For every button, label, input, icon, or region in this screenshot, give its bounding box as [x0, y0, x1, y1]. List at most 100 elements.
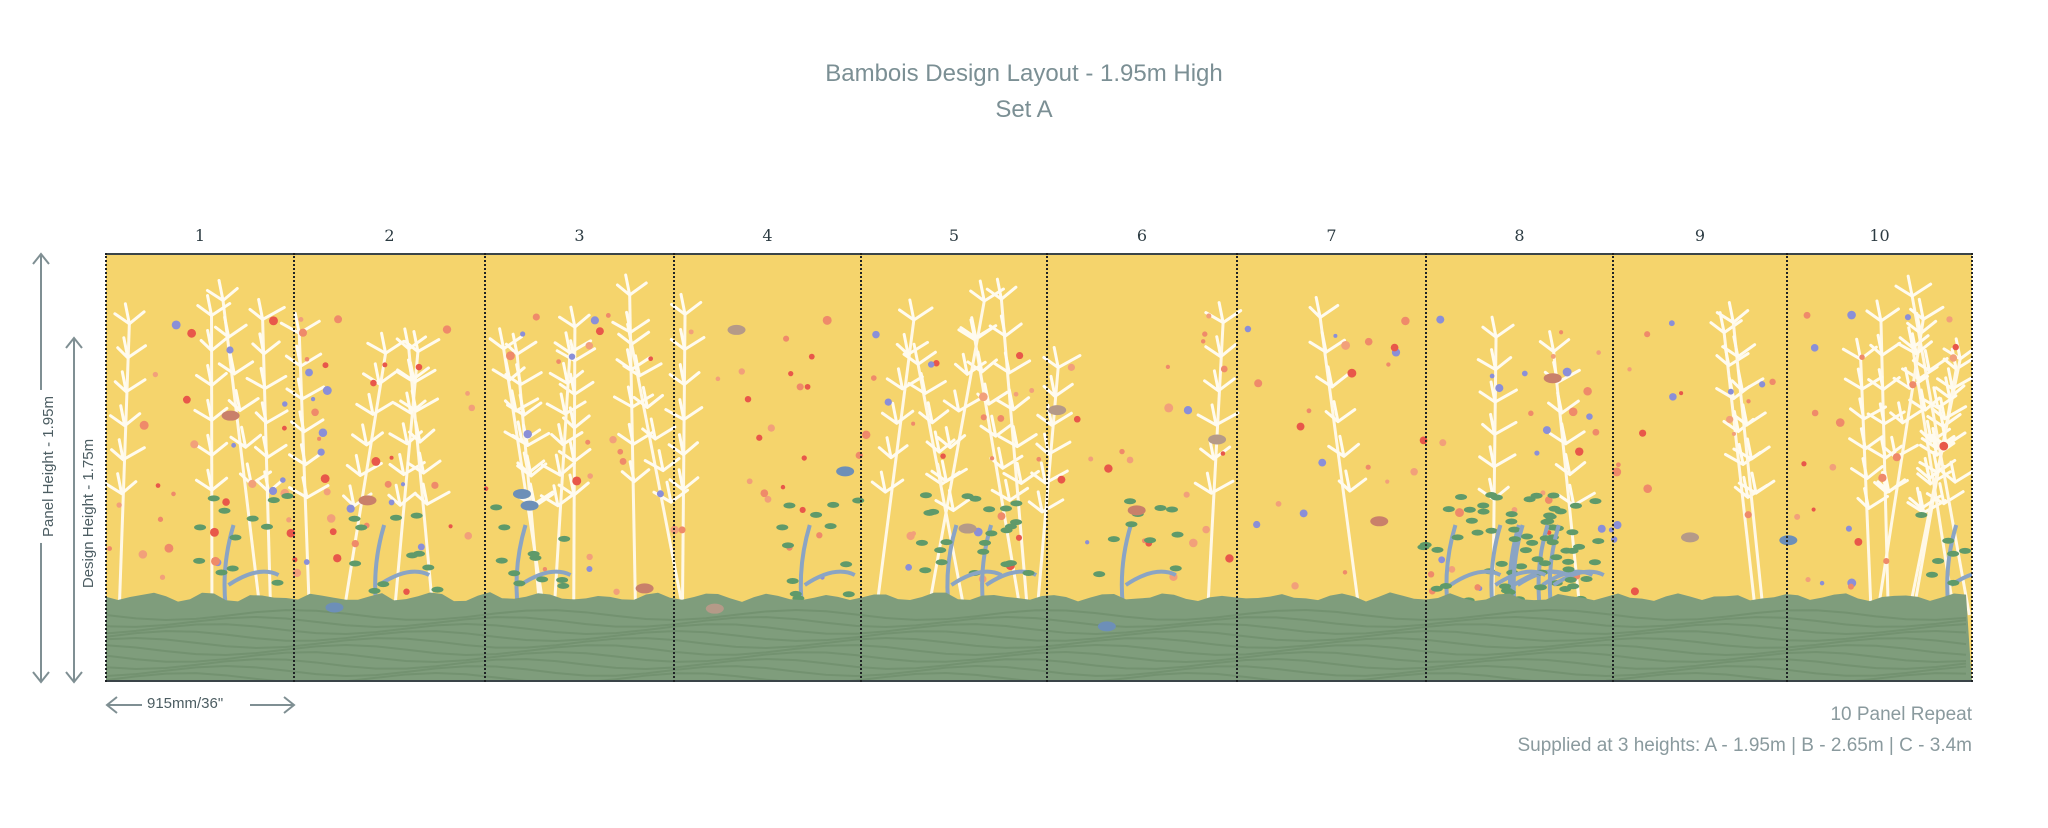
blossom [1909, 381, 1917, 389]
panel-number: 8 [1514, 226, 1525, 245]
shrub-leaf [410, 512, 423, 519]
bird [1208, 434, 1227, 445]
shrub-leaf [1562, 558, 1575, 565]
blossom [298, 317, 304, 322]
blossom [116, 502, 122, 508]
blossom [1627, 367, 1632, 372]
blossom [1854, 537, 1863, 546]
shrub-leaf [983, 506, 996, 513]
panel-divider [1612, 253, 1614, 682]
blossom [648, 356, 654, 362]
bamboo-leaves [907, 372, 947, 396]
bamboo-leaves [217, 352, 255, 376]
blossom [465, 391, 470, 396]
shrub-leaf [1566, 529, 1579, 536]
bamboo-stalk [407, 348, 435, 616]
blossom [872, 330, 880, 339]
bamboo-leaves [953, 352, 987, 376]
blossom [911, 531, 917, 536]
shrub-leaf [1169, 565, 1182, 572]
shrub-leaf [1430, 585, 1443, 592]
shrub-leaf [1515, 563, 1528, 570]
blossom [1385, 479, 1390, 484]
blossom [738, 368, 745, 375]
blossom [171, 320, 181, 330]
bamboo-leaves [885, 367, 924, 391]
bamboo-leaves [668, 363, 701, 387]
blossom [1244, 325, 1252, 333]
blossom [783, 335, 790, 342]
blossom [107, 546, 112, 552]
blossom [384, 480, 392, 488]
blossom [884, 398, 892, 406]
shrub-leaf [1455, 493, 1468, 500]
blossom [1939, 441, 1949, 451]
bamboo-leaves [355, 392, 395, 416]
blossom [796, 383, 804, 391]
bird [1543, 373, 1562, 384]
blossom [1164, 403, 1174, 413]
shrub-leaf [194, 524, 207, 531]
shrub-leaf [915, 539, 928, 546]
shrub-leaf [1144, 537, 1157, 544]
bamboo-leaves [1919, 386, 1958, 410]
panel-number: 2 [384, 226, 395, 245]
bamboo-leaves [942, 389, 982, 413]
blossom [1119, 448, 1125, 455]
bamboo-leaves [1476, 348, 1513, 372]
blossom [1550, 353, 1556, 359]
blossom [586, 553, 593, 561]
bamboo-leaves [504, 363, 543, 387]
shrub-leaf [1107, 536, 1120, 543]
blossom [1805, 577, 1811, 583]
blossom [322, 386, 332, 395]
blossom [1859, 354, 1865, 360]
blossom [1679, 391, 1684, 396]
blossom [1254, 379, 1263, 388]
blossom [1206, 313, 1212, 319]
mural-illustration [106, 253, 1972, 682]
blossom [1448, 566, 1456, 573]
blossom [1333, 333, 1338, 338]
bamboo-leaves [992, 351, 1032, 375]
blossom [1883, 558, 1890, 565]
blossom [388, 499, 395, 506]
blossom [997, 414, 1005, 422]
blossom [767, 424, 775, 432]
shrub-leaf [1477, 508, 1490, 515]
blossom [911, 421, 916, 426]
bamboo-leaves [1936, 367, 1972, 391]
blossom [317, 436, 322, 441]
mural-artwork [106, 255, 1972, 680]
blossom [370, 379, 377, 387]
panel-divider [1425, 253, 1427, 682]
blossom [1489, 373, 1495, 379]
blossom [1438, 556, 1446, 564]
shrub-leaf [1495, 560, 1508, 567]
panel-divider [673, 253, 675, 682]
blossom [940, 453, 946, 459]
blossom [1892, 453, 1901, 462]
blossom [159, 574, 166, 580]
bamboo-leaves [997, 425, 1038, 449]
bamboo-leaves [506, 393, 543, 417]
panel-height-label: Panel Height - 1.95m [39, 390, 57, 543]
blossom [1643, 484, 1652, 493]
blossom [1949, 354, 1958, 362]
panel-number: 7 [1326, 226, 1337, 245]
blossom [746, 478, 753, 485]
bird [1779, 535, 1798, 546]
blossom [572, 476, 582, 486]
shrub-leaf [422, 564, 435, 571]
blossom [1669, 393, 1677, 401]
blossom [1341, 341, 1351, 350]
blossom [585, 439, 591, 445]
bamboo-leaves [1732, 437, 1771, 461]
panel-divider [860, 253, 862, 682]
shrub-leaf [193, 557, 206, 564]
shrub-leaf [985, 530, 998, 537]
blossom [1528, 410, 1534, 416]
blossom [1365, 464, 1371, 470]
blossom [978, 392, 988, 402]
panel-divider [105, 253, 107, 682]
